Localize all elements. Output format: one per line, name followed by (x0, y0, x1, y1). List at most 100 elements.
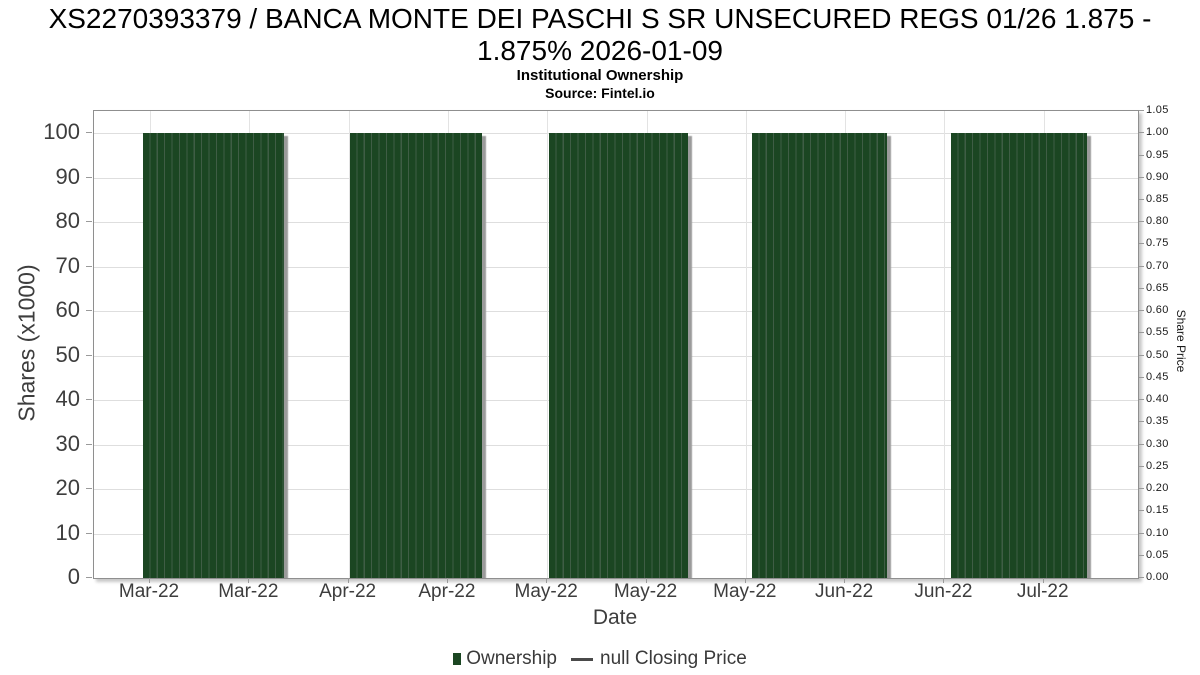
y-tick-mark-right (1139, 532, 1144, 534)
ownership-bar (549, 133, 689, 578)
plot-area (93, 110, 1139, 579)
x-tick-mark (248, 578, 250, 583)
x-tick-label: Jul-22 (1016, 581, 1069, 602)
y-tick-mark-right (1139, 310, 1144, 312)
gridline-vertical (745, 111, 747, 578)
y-tick-label-right: 0.40 (1146, 393, 1169, 406)
x-tick-label: Jun-22 (815, 581, 874, 602)
y-tick-mark-left (86, 132, 92, 134)
y-tick-mark-right (1139, 510, 1144, 512)
chart-title: XS2270393379 / BANCA MONTE DEI PASCHI S … (48, 3, 1152, 67)
y-tick-label-left: 20 (55, 475, 80, 500)
y-tick-mark-right (1139, 554, 1144, 556)
y-tick-label-right: 0.65 (1146, 281, 1169, 294)
y-tick-mark-right (1139, 154, 1144, 156)
gridline-vertical (547, 111, 549, 578)
x-tick-mark (943, 578, 945, 583)
x-tick-mark (546, 578, 548, 583)
y-tick-mark-right (1139, 110, 1144, 111)
y-tick-mark-right (1139, 577, 1144, 578)
x-tick-mark (149, 578, 150, 583)
y-tick-mark-right (1139, 265, 1144, 267)
y-tick-label-right: 0.05 (1146, 548, 1169, 561)
y-tick-mark-right (1139, 132, 1144, 134)
x-tick-label: Apr-22 (319, 581, 377, 602)
y-tick-mark-right (1139, 221, 1144, 223)
ownership-bar (350, 133, 482, 578)
y-tick-label-left: 40 (55, 386, 80, 412)
y-tick-mark-left (86, 399, 92, 401)
chart-source: Source: Fintel.io (545, 85, 655, 101)
x-tick-mark (347, 578, 349, 583)
y-tick-label-right: 0.60 (1146, 304, 1169, 317)
y-tick-label-right: 0.45 (1146, 370, 1169, 383)
x-tick-label: May-22 (713, 581, 777, 602)
y-tick-label-left: 90 (55, 163, 80, 189)
y-tick-mark-right (1139, 332, 1144, 334)
y-tick-mark-right (1139, 376, 1144, 378)
y-tick-label-left: 50 (55, 341, 80, 367)
y-tick-mark-right (1139, 421, 1144, 423)
y-axis-label-right: Share Price (1174, 309, 1188, 373)
y-tick-label-left: 60 (55, 297, 80, 323)
y-tick-label-right: 0.80 (1146, 215, 1169, 228)
y-tick-label-right: 0.25 (1146, 459, 1169, 472)
y-tick-label-left: 70 (55, 252, 80, 278)
y-tick-label-right: 1.00 (1146, 126, 1169, 139)
y-tick-mark-left (86, 532, 92, 534)
x-tick-label: May-22 (613, 581, 678, 602)
x-tick-label: Mar-22 (118, 581, 180, 602)
ownership-bar (752, 133, 887, 578)
y-tick-label-right: 0.95 (1146, 148, 1169, 161)
x-tick-label: Jun-22 (914, 581, 973, 602)
x-tick-mark (744, 578, 746, 583)
y-tick-mark-right (1139, 443, 1144, 445)
y-tick-label-right: 0.10 (1146, 526, 1169, 539)
x-tick-label: May-22 (514, 581, 578, 602)
x-tick-label: Mar-22 (218, 581, 279, 602)
legend-label: null Closing Price (600, 648, 747, 669)
y-tick-label-right: 0.85 (1146, 193, 1169, 205)
y-tick-label-right: 0.30 (1146, 437, 1169, 450)
y-tick-label-right: 1.05 (1146, 104, 1169, 116)
legend: Ownership null Closing Price (0, 646, 1200, 672)
y-tick-mark-right (1139, 287, 1144, 289)
x-tick-label: Apr-22 (418, 581, 476, 602)
y-tick-mark-left (86, 354, 92, 356)
bar-swatch-icon (453, 653, 462, 665)
gridline-vertical (348, 111, 350, 578)
legend-item-ownership: Ownership (453, 648, 557, 670)
x-tick-mark (844, 578, 846, 583)
y-tick-mark-left (86, 443, 92, 445)
legend-item-null-closing-price: null Closing Price (571, 648, 747, 670)
y-tick-label-right: 0.20 (1146, 482, 1169, 494)
line-dash-icon (571, 657, 594, 661)
ownership-bar (951, 133, 1087, 578)
x-tick-mark (446, 578, 448, 583)
y-tick-mark-right (1139, 465, 1144, 467)
x-tick-mark (1042, 578, 1044, 583)
y-tick-label-right: 0.75 (1146, 237, 1169, 250)
y-tick-mark-right (1139, 199, 1144, 200)
y-tick-mark-right (1139, 243, 1144, 245)
legend-label: Ownership (466, 648, 558, 669)
y-tick-label-left: 0 (67, 564, 80, 589)
y-tick-label-left: 10 (55, 519, 80, 545)
y-tick-mark-left (86, 577, 92, 578)
chart-subtitle: Institutional Ownership (516, 67, 684, 84)
y-tick-label-left: 100 (43, 119, 80, 145)
y-tick-label-right: 0.50 (1146, 348, 1169, 361)
y-tick-label-right: 0.55 (1146, 326, 1169, 339)
y-tick-mark-left (86, 488, 92, 489)
y-tick-mark-right (1139, 354, 1144, 356)
y-tick-label-right: 0.35 (1146, 415, 1169, 428)
gridline-vertical (944, 111, 946, 578)
y-tick-label-left: 80 (55, 208, 80, 234)
y-tick-mark-left (86, 221, 92, 223)
y-tick-mark-left (86, 310, 92, 312)
y-tick-mark-right (1139, 176, 1144, 178)
x-tick-mark (645, 578, 647, 583)
y-tick-mark-right (1139, 488, 1144, 489)
y-tick-mark-left (86, 176, 92, 178)
